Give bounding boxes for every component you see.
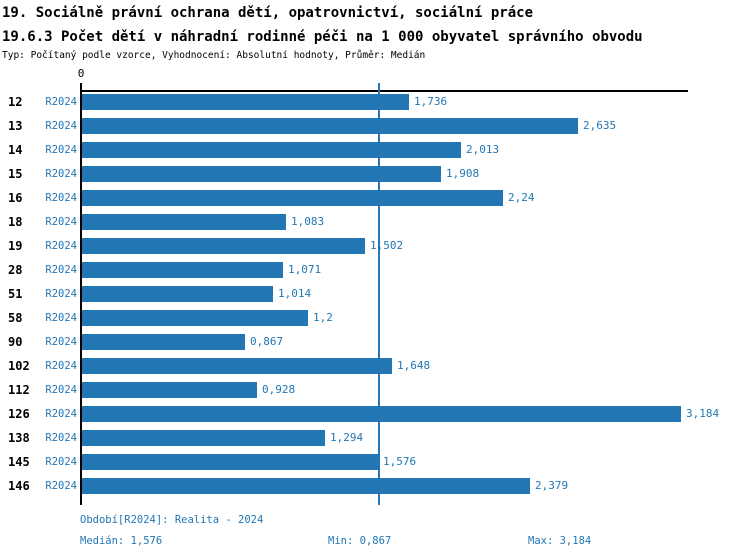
median-line [378, 83, 380, 505]
bar[interactable] [82, 94, 409, 110]
bar-value-label: 1,071 [288, 263, 322, 276]
row-series-label: R2024 [45, 264, 77, 276]
y-axis-line [80, 83, 82, 505]
bar-row: 126 R2024 3,184 [0, 406, 750, 422]
bar-value-label: 1,502 [370, 239, 404, 252]
bar-value-label: 3,184 [686, 407, 720, 420]
plot-top-axis-line [80, 90, 688, 92]
bar[interactable] [82, 262, 283, 278]
row-category-label: 12 [8, 95, 23, 109]
bar-row: 58 R2024 1,2 [0, 310, 750, 326]
row-category-label: 112 [8, 383, 30, 397]
bar-row: 18 R2024 1,083 [0, 214, 750, 230]
bar-row: 90 R2024 0,867 [0, 334, 750, 350]
row-category-label: 138 [8, 431, 30, 445]
bar-row: 13 R2024 2,635 [0, 118, 750, 134]
bar[interactable] [82, 358, 392, 374]
row-category-label: 14 [8, 143, 23, 157]
bar-row: 19 R2024 1,502 [0, 238, 750, 254]
row-category-label: 145 [8, 455, 30, 469]
bar[interactable] [82, 190, 503, 206]
bar-value-label: 0,928 [262, 383, 296, 396]
row-category-label: 126 [8, 407, 30, 421]
bar[interactable] [82, 430, 325, 446]
bar-row: 28 R2024 1,071 [0, 262, 750, 278]
bar-row: 138 R2024 1,294 [0, 430, 750, 446]
row-category-label: 28 [8, 263, 23, 277]
bar-row: 16 R2024 2,24 [0, 190, 750, 206]
bar-value-label: 2,24 [508, 191, 535, 204]
row-category-label: 146 [8, 479, 30, 493]
bar-row: 145 R2024 1,576 [0, 454, 750, 470]
row-series-label: R2024 [45, 480, 77, 492]
row-series-label: R2024 [45, 168, 77, 180]
footer-median-text: Medián: 1,576 [80, 535, 163, 547]
row-category-label: 16 [8, 191, 23, 205]
bar-row: 51 R2024 1,014 [0, 286, 750, 302]
indicator-title: 19.6.3 Počet dětí v náhradní rodinné péč… [2, 29, 643, 45]
bar[interactable] [82, 142, 461, 158]
bar-row: 146 R2024 2,379 [0, 478, 750, 494]
row-series-label: R2024 [45, 288, 77, 300]
footer-min-text: Min: 0,867 [328, 535, 392, 547]
row-series-label: R2024 [45, 384, 77, 396]
bar[interactable] [82, 478, 530, 494]
bar-row: 15 R2024 1,908 [0, 166, 750, 182]
row-series-label: R2024 [45, 408, 77, 420]
row-series-label: R2024 [45, 120, 77, 132]
bar-value-label: 2,379 [535, 479, 569, 492]
row-series-label: R2024 [45, 144, 77, 156]
row-category-label: 102 [8, 359, 30, 373]
bar[interactable] [82, 406, 681, 422]
bar-value-label: 1,083 [291, 215, 325, 228]
bar[interactable] [82, 118, 578, 134]
row-series-label: R2024 [45, 216, 77, 228]
page-title: 19. Sociálně právní ochrana dětí, opatro… [2, 5, 534, 21]
bar-value-label: 1,294 [330, 431, 364, 444]
bar[interactable] [82, 382, 257, 398]
bar-value-label: 2,013 [466, 143, 500, 156]
bar-row: 12 R2024 1,736 [0, 94, 750, 110]
bar-value-label: 1,736 [414, 95, 448, 108]
row-series-label: R2024 [45, 432, 77, 444]
x-axis-zero-label: 0 [77, 67, 85, 80]
row-category-label: 58 [8, 311, 23, 325]
row-series-label: R2024 [45, 456, 77, 468]
bar[interactable] [82, 214, 286, 230]
footer-period-text: Období[R2024]: Realita - 2024 [80, 514, 264, 526]
bar-value-label: 0,867 [250, 335, 284, 348]
row-category-label: 15 [8, 167, 23, 181]
bar-value-label: 1,014 [278, 287, 312, 300]
bar[interactable] [82, 238, 365, 254]
row-category-label: 90 [8, 335, 23, 349]
bar-value-label: 1,2 [313, 311, 333, 324]
row-series-label: R2024 [45, 312, 77, 324]
row-series-label: R2024 [45, 360, 77, 372]
bar-value-label: 1,648 [397, 359, 431, 372]
bar-row: 14 R2024 2,013 [0, 142, 750, 158]
indicator-meta-text: Typ: Počítaný podle vzorce, Vyhodnocení:… [2, 50, 426, 61]
row-category-label: 51 [8, 287, 23, 301]
bar[interactable] [82, 166, 441, 182]
row-series-label: R2024 [45, 240, 77, 252]
bar-row: 112 R2024 0,928 [0, 382, 750, 398]
row-category-label: 19 [8, 239, 23, 253]
footer-max-text: Max: 3,184 [528, 535, 592, 547]
row-series-label: R2024 [45, 96, 77, 108]
bar[interactable] [82, 454, 378, 470]
bar[interactable] [82, 286, 273, 302]
bar[interactable] [82, 334, 245, 350]
bar-value-label: 1,908 [446, 167, 480, 180]
row-category-label: 18 [8, 215, 23, 229]
row-category-label: 13 [8, 119, 23, 133]
bar-value-label: 1,576 [383, 455, 417, 468]
bar-row: 102 R2024 1,648 [0, 358, 750, 374]
bar-value-label: 2,635 [583, 119, 617, 132]
row-series-label: R2024 [45, 336, 77, 348]
bar[interactable] [82, 310, 308, 326]
row-series-label: R2024 [45, 192, 77, 204]
